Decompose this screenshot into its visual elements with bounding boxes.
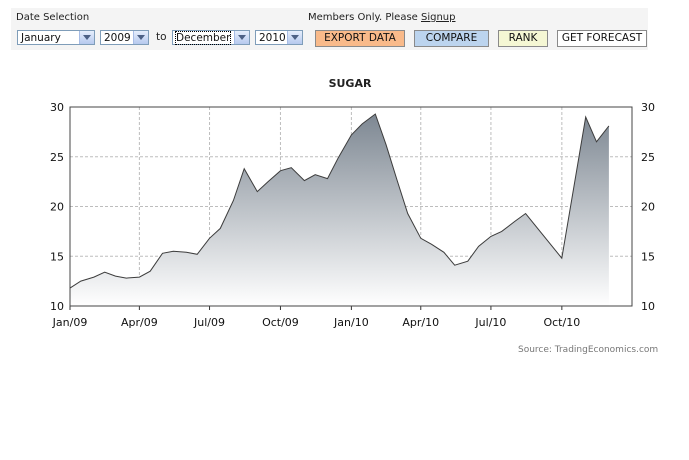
- y-tick-label-right: 15: [641, 250, 655, 263]
- y-tick-label-right: 10: [641, 300, 655, 313]
- from-year-select[interactable]: 2009: [100, 30, 149, 45]
- y-tick-label-left: 25: [50, 151, 64, 164]
- chevron-down-icon[interactable]: [234, 31, 249, 44]
- signup-link[interactable]: Signup: [421, 12, 456, 23]
- x-tick-label: Jan/09: [52, 316, 88, 329]
- plot-area-border: [69, 106, 633, 307]
- source-credit: Source: TradingEconomics.com: [518, 345, 659, 355]
- to-label: to: [156, 31, 167, 43]
- x-tick-label: Oct/10: [543, 316, 580, 329]
- y-tick-label-left: 10: [50, 300, 64, 313]
- sugar-price-line: [69, 113, 610, 289]
- to-month-value: December: [174, 31, 232, 45]
- date-selection-label: Date Selection: [16, 12, 90, 23]
- chevron-down-icon[interactable]: [79, 31, 94, 44]
- y-tick-label-right: 20: [641, 201, 655, 214]
- rank-button[interactable]: RANK: [498, 30, 548, 47]
- members-only-text: Members Only. Please Signup: [308, 12, 456, 23]
- sugar-price-area: [70, 114, 609, 306]
- x-tick-label: Apr/10: [402, 316, 439, 329]
- chevron-down-icon[interactable]: [133, 31, 148, 44]
- to-year-value: 2010: [259, 32, 286, 44]
- x-tick-label: Jan/10: [333, 316, 369, 329]
- to-year-select[interactable]: 2010: [255, 30, 303, 45]
- from-year-value: 2009: [104, 32, 131, 44]
- get-forecast-button[interactable]: GET FORECAST: [557, 30, 647, 47]
- chevron-down-icon[interactable]: [287, 31, 302, 44]
- from-month-value: January: [21, 32, 61, 44]
- x-tick-label: Jul/09: [193, 316, 225, 329]
- x-tick-label: Jul/10: [474, 316, 506, 329]
- y-tick-label-right: 25: [641, 151, 655, 164]
- y-tick-label-left: 30: [50, 101, 64, 114]
- compare-button[interactable]: COMPARE: [414, 30, 489, 47]
- from-month-select[interactable]: January: [17, 30, 95, 45]
- chart-title: SUGAR: [329, 77, 372, 90]
- export-data-button[interactable]: EXPORT DATA: [315, 30, 405, 47]
- to-month-select[interactable]: December: [172, 30, 250, 45]
- y-tick-label-left: 15: [50, 250, 64, 263]
- x-tick-label: Apr/09: [121, 316, 158, 329]
- x-tick-label: Oct/09: [262, 316, 299, 329]
- y-tick-label-left: 20: [50, 201, 64, 214]
- y-tick-label-right: 30: [641, 101, 655, 114]
